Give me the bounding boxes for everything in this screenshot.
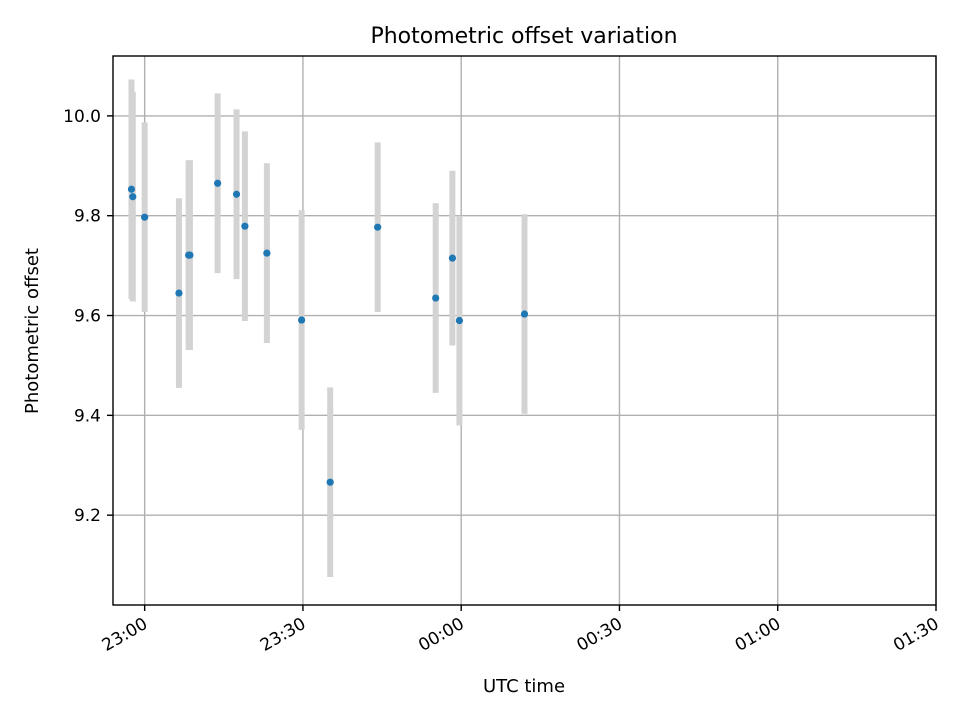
x-tick-label: 01:00 xyxy=(732,614,784,656)
tick-layer: 23:00 23:30 00:00 00:30 01:00 01:30 9.2 9.4 9.6 9… xyxy=(63,107,942,656)
data-point xyxy=(186,251,194,259)
chart-title: Photometric offset variation xyxy=(370,24,677,49)
data-point xyxy=(141,213,149,221)
x-tick-label: 23:30 xyxy=(257,614,309,656)
data-point xyxy=(432,294,440,302)
point-layer xyxy=(127,179,529,486)
x-tick-label: 00:30 xyxy=(574,614,626,656)
data-point xyxy=(374,223,382,231)
y-tick-label: 9.2 xyxy=(74,506,101,526)
y-tick-label: 10.0 xyxy=(63,107,101,127)
data-point xyxy=(214,179,222,187)
errorbar-layer xyxy=(128,79,528,578)
x-axis-label: UTC time xyxy=(483,676,565,697)
data-point xyxy=(241,222,249,230)
data-point xyxy=(127,185,136,193)
x-tick-label: 00:00 xyxy=(415,614,467,656)
x-tick-label: 01:30 xyxy=(890,614,942,656)
data-point xyxy=(263,249,271,257)
data-point xyxy=(448,254,456,262)
y-tick-label: 9.4 xyxy=(74,406,101,426)
data-point xyxy=(232,190,241,198)
data-point xyxy=(455,316,464,325)
plot-frame xyxy=(112,55,937,606)
y-tick-label: 9.8 xyxy=(74,207,101,227)
y-axis-label: Photometric offset xyxy=(22,248,43,414)
y-tick-label: 9.6 xyxy=(74,307,101,327)
data-point xyxy=(175,289,183,297)
data-point xyxy=(326,478,334,486)
data-point xyxy=(298,316,306,324)
x-tick-label: 23:00 xyxy=(99,614,151,656)
data-point xyxy=(520,310,529,318)
data-point xyxy=(129,193,137,201)
